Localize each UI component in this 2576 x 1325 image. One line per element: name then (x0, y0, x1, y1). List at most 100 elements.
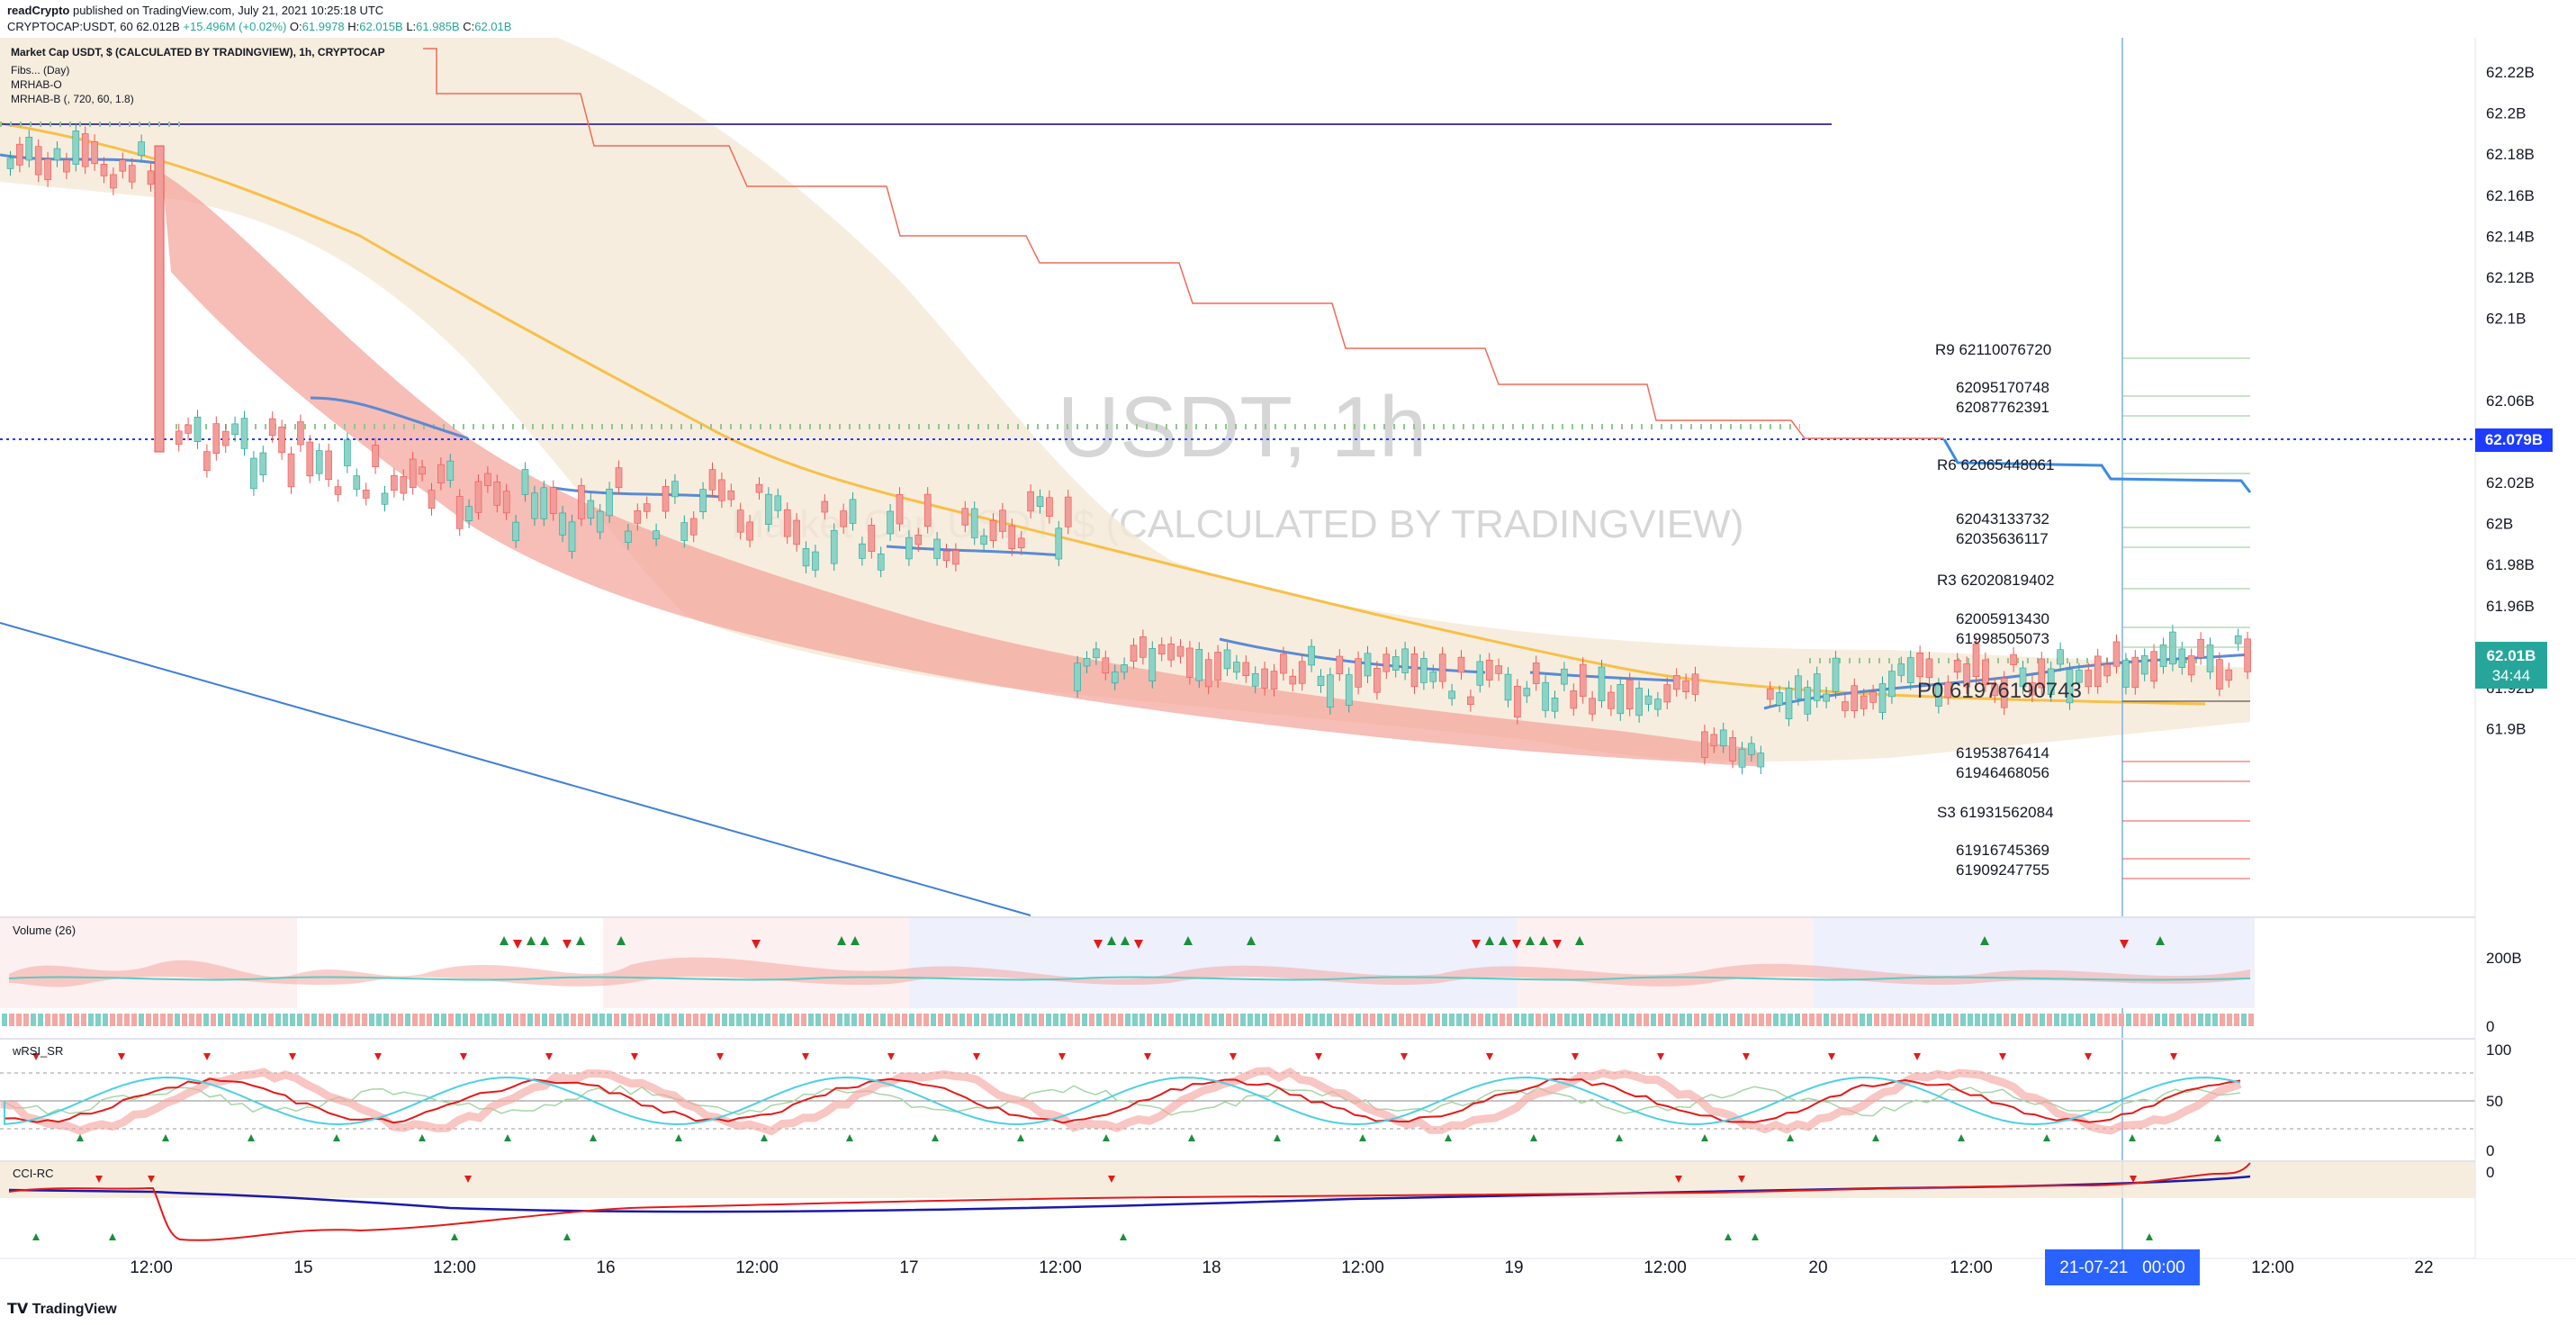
time-label: 17 (899, 1258, 918, 1277)
fib-label-1: R9 62110076720 (1935, 341, 2051, 358)
chart-canvas[interactable]: USDT, 1h Market Cap USDT, $ (CALCULATED … (0, 38, 2576, 1291)
volume-bar (1168, 1014, 1174, 1026)
volume-bar (9, 1014, 14, 1026)
candle-body (1579, 663, 1587, 698)
volume-bar (268, 1014, 274, 1026)
volume-bar (1672, 1014, 1678, 1026)
arrow-up-icon (837, 936, 846, 945)
candle-body (1589, 698, 1596, 715)
candles-group[interactable] (6, 123, 2251, 775)
price-tick: 62.1B (2486, 311, 2526, 328)
arrow-up-icon (851, 936, 860, 945)
volume-bar (571, 1014, 576, 1026)
volume-bar (1125, 1014, 1130, 1026)
volume-bar (203, 1014, 209, 1026)
volume-title[interactable]: Volume (26) (13, 924, 76, 937)
arrow-down-icon (1144, 1053, 1151, 1060)
legend-title[interactable]: Market Cap USDT, $ (CALCULATED BY TRADIN… (11, 46, 385, 59)
candle-body (6, 158, 14, 169)
volume-bar (1096, 1014, 1102, 1026)
cci-title[interactable]: CCI-RC (13, 1167, 54, 1180)
volume-bar (535, 1014, 540, 1026)
candle-body (1429, 672, 1437, 682)
candle-body (830, 529, 838, 564)
arrow-up-icon (1120, 1233, 1127, 1240)
candle-body (1551, 698, 1559, 712)
close-label: C: (463, 20, 475, 33)
candle-body (999, 509, 1006, 532)
last-value: 62.012B (136, 20, 180, 33)
wrsi-title[interactable]: wRSI_SR (12, 1044, 63, 1058)
candle-body (2103, 663, 2111, 677)
volume-bar (1334, 1014, 1339, 1026)
volume-bar (1644, 1014, 1649, 1026)
candle-body (1813, 673, 1821, 701)
arrow-down-icon (203, 1053, 211, 1060)
candle-body (1719, 729, 1727, 747)
volume-bar (1240, 1014, 1246, 1026)
volume-bar (124, 1014, 130, 1026)
tradingview-logo[interactable]: 𝗧𝗩 TradingView (7, 1300, 117, 1318)
candle-body (465, 506, 473, 521)
volume-bar (1103, 1014, 1109, 1026)
volume-bar (931, 1014, 936, 1026)
candle-body (2047, 668, 2055, 696)
fib-label-pivot: P0 61976190743 (1917, 679, 2082, 703)
trend-line[interactable] (0, 622, 1031, 916)
legend-fibs[interactable]: Fibs... (Day) (11, 64, 69, 77)
legend-mrhab-b[interactable]: MRHAB-B (, 720, 60, 1.8) (11, 93, 134, 105)
volume-bar (347, 1014, 353, 1026)
volume-bar (1211, 1014, 1217, 1026)
candle-body (1663, 684, 1671, 703)
rsi-tick-100: 100 (2486, 1041, 2511, 1059)
candle-body (1869, 691, 1877, 703)
fib-label-5: 62043133732 (1956, 510, 2049, 527)
candle-body (689, 518, 698, 536)
chart-area[interactable]: USDT, 1h Market Cap USDT, $ (CALCULATED … (0, 38, 2576, 1291)
volume-bar (1507, 1014, 1512, 1026)
volume-bar (1896, 1014, 1901, 1026)
volume-bar (2155, 1014, 2160, 1026)
candle-body (1364, 653, 1372, 677)
volume-bar (340, 1014, 346, 1026)
arrow-up-icon (1725, 1233, 1732, 1240)
candle-body (1167, 643, 1175, 661)
volume-bar (909, 1014, 914, 1026)
volume-bar (2191, 1014, 2196, 1026)
time-label: 15 (293, 1258, 312, 1277)
legend-mrhab-o[interactable]: MRHAB-O (11, 78, 62, 91)
candle-body (1514, 685, 1521, 718)
price-tick: 61.96B (2486, 598, 2535, 615)
volume-bar (391, 1014, 396, 1026)
volume-bar (700, 1014, 706, 1026)
time-axis[interactable]: 12:00 15 12:00 16 12:00 17 12:00 18 12:00 19 12:00… (130, 1258, 2433, 1277)
author-name[interactable]: readCrypto (7, 4, 70, 17)
volume-bar (1939, 1014, 1944, 1026)
candle-body (2076, 670, 2083, 683)
candle-body (81, 133, 89, 167)
volume-bar (2068, 1014, 2074, 1026)
candle-body (1017, 537, 1025, 548)
low-value: 61.985B (416, 20, 460, 33)
arrow-down-icon (513, 940, 522, 949)
volume-bar (938, 1014, 943, 1026)
candle-body (783, 509, 791, 537)
candle-body (1055, 527, 1063, 560)
candle-body (521, 469, 529, 495)
volume-bar (851, 1014, 857, 1026)
volume-bar (859, 1014, 864, 1026)
candle-body (1776, 692, 1783, 706)
volume-bar (2227, 1014, 2232, 1026)
arrow-up-icon (1958, 1134, 1965, 1141)
volume-bar (1989, 1014, 1995, 1026)
arrow-down-icon (1094, 940, 1103, 949)
candle-body (1242, 662, 1250, 676)
candle-body (2085, 670, 2093, 688)
candle-body (1148, 648, 1157, 681)
candle-body (662, 486, 670, 512)
price-tick: 62.18B (2486, 146, 2535, 163)
volume-bar (1824, 1014, 1829, 1026)
volume-bar (1190, 1014, 1195, 1026)
candle-body (2169, 631, 2176, 665)
arrow-down-icon (1828, 1053, 1835, 1060)
